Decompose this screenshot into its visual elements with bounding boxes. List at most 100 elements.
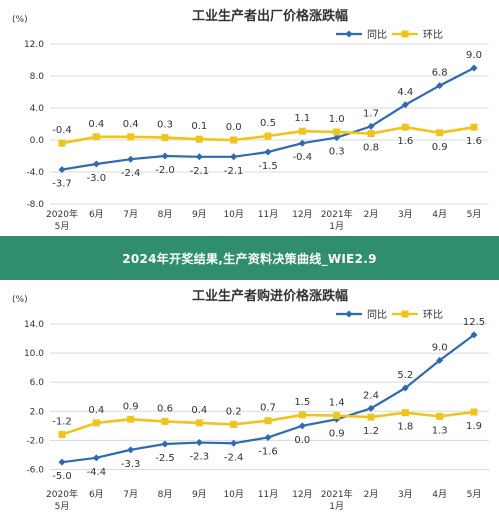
mom-point (264, 417, 272, 425)
yoy-data-label: 5.2 (397, 370, 413, 381)
mom-point (195, 419, 203, 427)
yoy-point (264, 148, 272, 156)
mom-point (195, 135, 203, 143)
mom-point (401, 123, 409, 131)
yoy-point (401, 384, 409, 392)
mom-data-label: 0.4 (191, 405, 207, 416)
mom-point (401, 409, 409, 417)
yoy-data-label: -5.0 (52, 471, 72, 482)
mom-data-label: 1.6 (466, 136, 482, 147)
yoy-data-label: -2.0 (155, 165, 175, 176)
yoy-data-label: -3.3 (121, 459, 141, 470)
x-tick-label: 7月 (123, 489, 138, 500)
mom-data-label: -0.4 (52, 125, 72, 136)
x-tick-label: 8月 (158, 209, 173, 220)
y-tick-label: -8.0 (26, 200, 44, 210)
y-axis-unit: (%) (12, 15, 28, 25)
mom-point (436, 129, 444, 137)
mom-point (92, 419, 100, 427)
yoy-data-label: -3.7 (52, 179, 72, 190)
x-tick-label: 3月 (398, 209, 413, 220)
mom-data-label: 0.8 (363, 143, 379, 154)
x-tick-label: 4月 (432, 489, 447, 500)
mom-data-label: 0.6 (157, 403, 173, 414)
x-tick-label: 11月 (258, 209, 278, 220)
legend-yoy-label: 同比 (367, 29, 387, 41)
x-tick-label: 10月 (223, 489, 243, 500)
yoy-data-label: 9.0 (432, 342, 448, 353)
banner: 2024年开奖结果,生产资料决策曲线_WIE2.9 (0, 236, 499, 280)
mom-data-label: 1.3 (432, 425, 448, 436)
mom-data-label: 1.6 (397, 136, 413, 147)
y-tick-label: 4.0 (30, 104, 45, 114)
x-tick-label: 10月 (223, 209, 243, 220)
x-tick-label: 2月 (364, 489, 379, 500)
legend-yoy-marker (345, 310, 353, 318)
yoy-point (58, 166, 66, 174)
mom-data-label: 0.0 (226, 122, 242, 133)
yoy-point (161, 152, 169, 160)
x-tick-label: 4月 (432, 209, 447, 220)
yoy-point (436, 82, 444, 90)
y-tick-label: 6.0 (30, 378, 45, 388)
legend-yoy-label: 同比 (367, 309, 387, 321)
x-tick-label: 2月 (364, 209, 379, 220)
mom-point (127, 133, 135, 141)
x-tick-label: 7月 (123, 209, 138, 220)
mom-data-label: 1.4 (329, 398, 345, 409)
y-tick-label: -6.0 (26, 465, 44, 475)
chart-title: 工业生产者购进价格涨跌幅 (192, 288, 348, 304)
yoy-data-label: 6.8 (432, 68, 448, 79)
y-tick-label: 2.0 (30, 407, 45, 417)
mom-point (333, 412, 341, 420)
y-tick-label: 8.0 (30, 72, 45, 82)
yoy-data-label: 12.5 (463, 317, 485, 328)
yoy-data-label: -0.4 (293, 152, 313, 163)
yoy-data-label: -3.0 (87, 173, 107, 184)
y-tick-label: 0.0 (30, 136, 45, 146)
yoy-point (298, 422, 306, 430)
yoy-data-label: -1.5 (258, 161, 278, 172)
yoy-point (401, 101, 409, 109)
yoy-data-label: -2.5 (155, 453, 175, 464)
mom-point (367, 130, 375, 138)
mom-point (161, 417, 169, 425)
mom-point (58, 431, 66, 439)
mom-point (230, 420, 238, 428)
y-tick-label: 10.0 (24, 349, 44, 359)
legend-mom-label: 环比 (423, 309, 443, 321)
mom-data-label: 0.4 (88, 119, 104, 130)
yoy-point (436, 356, 444, 364)
yoy-series-line (61, 334, 475, 464)
mom-point (298, 127, 306, 135)
x-tick-label: 12月 (292, 209, 312, 220)
yoy-point (264, 433, 272, 441)
legend-yoy-marker (345, 30, 353, 38)
mom-data-label: 0.2 (226, 406, 242, 417)
yoy-point (127, 446, 135, 454)
x-tick-label: 2021年 1月 (321, 488, 353, 512)
y-tick-label: 14.0 (24, 320, 44, 330)
legend-mom-marker (401, 30, 409, 38)
mom-data-label: 0.3 (157, 120, 173, 131)
x-tick-label: 5月 (467, 209, 482, 220)
mom-point (58, 139, 66, 147)
mom-point (92, 133, 100, 141)
yoy-data-label: 9.0 (466, 50, 482, 61)
mom-point (127, 415, 135, 423)
yoy-point (333, 134, 341, 142)
y-tick-label: 12.0 (24, 40, 44, 50)
mom-data-label: 1.1 (294, 113, 310, 124)
mom-data-label: 0.4 (88, 405, 104, 416)
y-axis-unit: (%) (12, 295, 28, 305)
yoy-point (127, 155, 135, 163)
yoy-data-label: -2.1 (224, 166, 244, 177)
yoy-point (470, 64, 478, 72)
mom-data-label: 0.7 (260, 403, 276, 414)
ppi-output-chart-panel: 工业生产者出厂价格涨跌幅 (%) 12.0 8.0 4.0 0.0 -4.0 -8.0 2020… (0, 0, 499, 236)
mom-data-label: 0.1 (191, 121, 207, 132)
mom-data-label: 0.4 (123, 119, 139, 130)
yoy-data-label: -2.4 (121, 168, 141, 179)
yoy-point (195, 153, 203, 161)
mom-data-label: 0.9 (123, 401, 139, 412)
